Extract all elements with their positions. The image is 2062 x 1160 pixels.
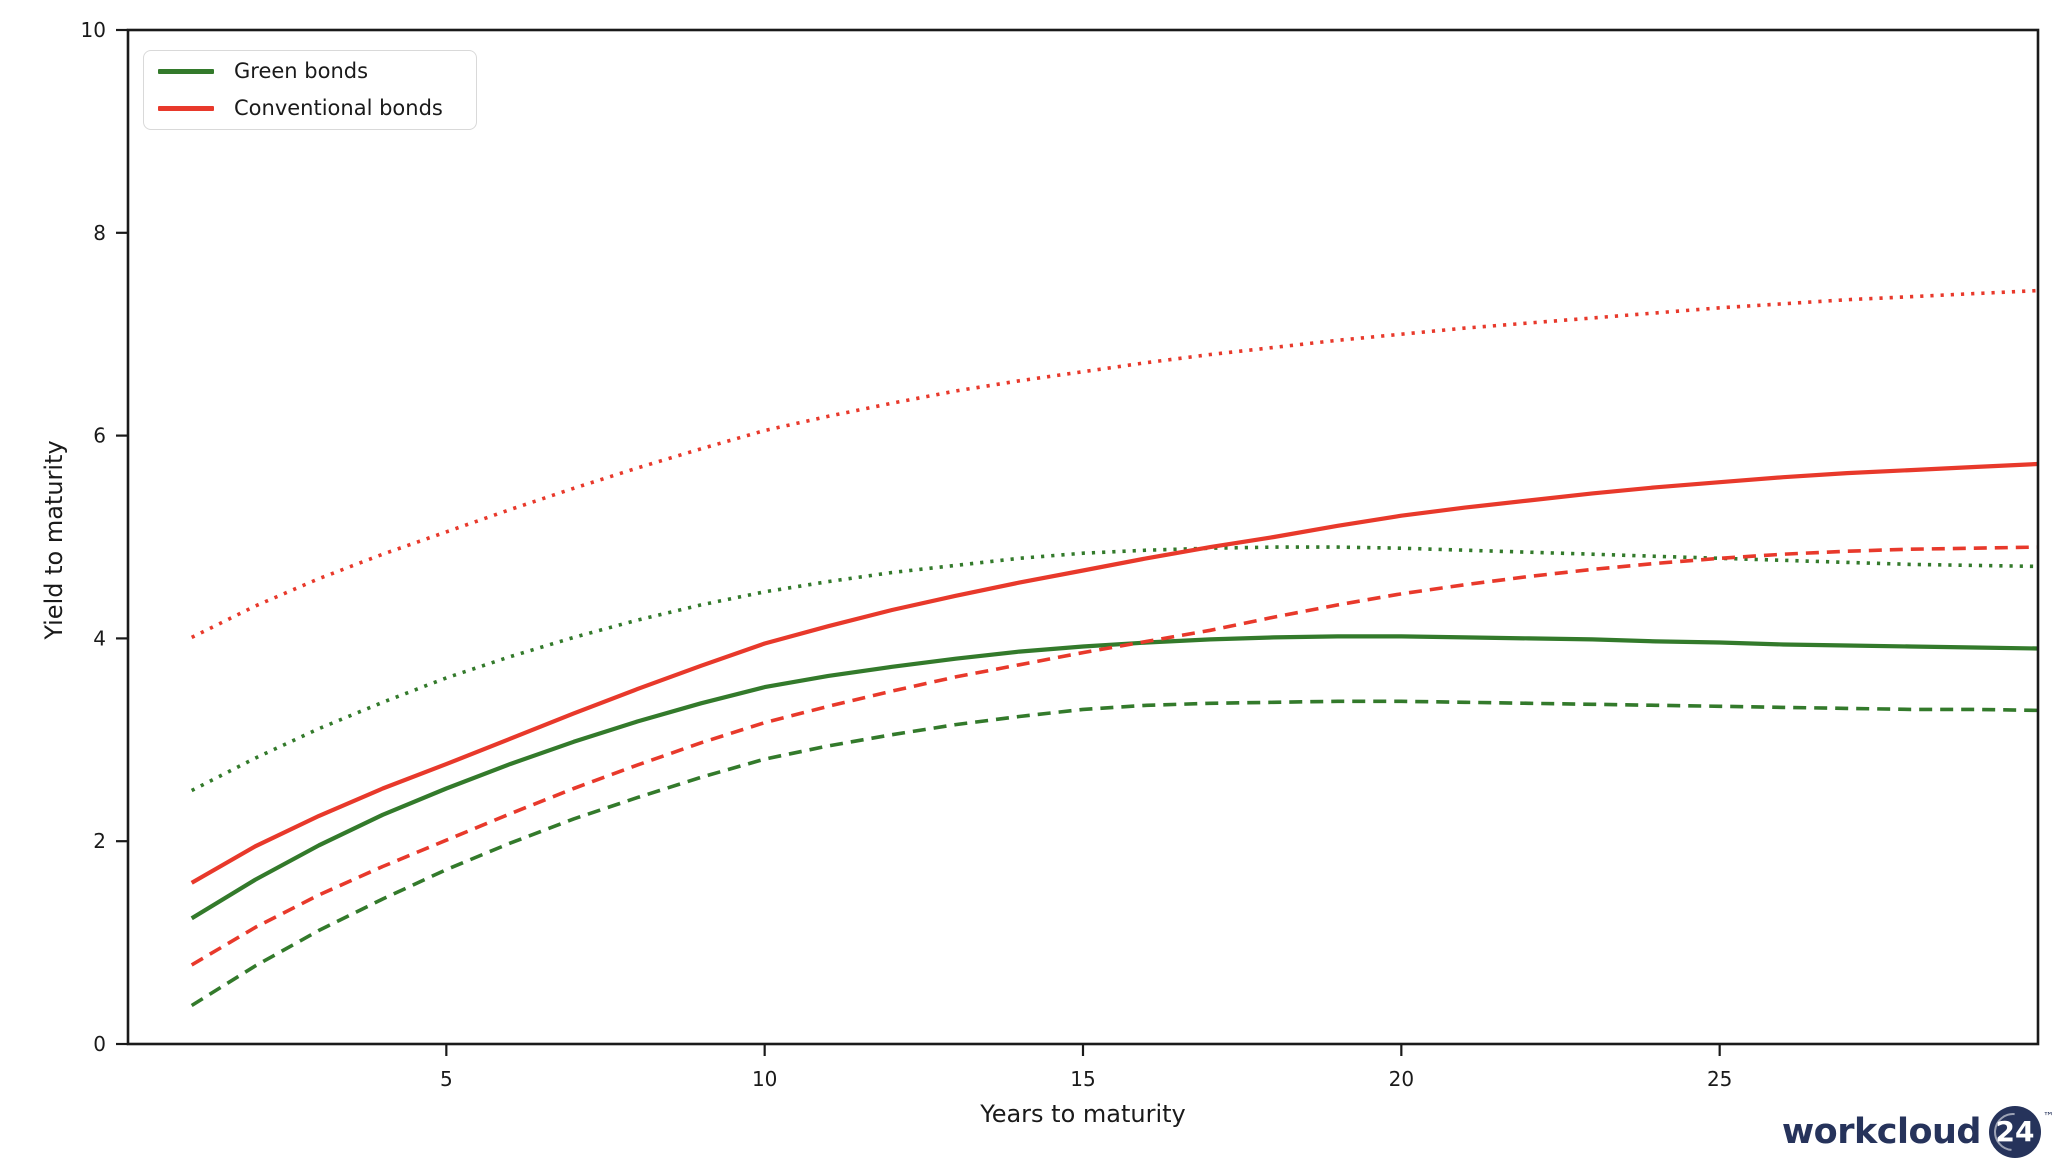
y-axis-tick-label: 4 [93, 626, 106, 650]
series-layer [190, 288, 2039, 1008]
legend-label-conventional-bonds: Conventional bonds [234, 96, 443, 120]
x-axis-tick-label: 20 [1389, 1067, 1414, 1091]
watermark-24-badge-icon: 24 [1989, 1106, 2041, 1158]
x-axis-title: Years to maturity [979, 1100, 1186, 1128]
legend-label-green-bonds: Green bonds [234, 59, 369, 83]
series-line-green-bonds-lower-band [190, 699, 2039, 1008]
x-axis-tick-label: 25 [1707, 1067, 1732, 1091]
x-axis-tick-label: 5 [440, 1067, 453, 1091]
legend-swatch-green [158, 69, 214, 74]
series-line-conventional-bonds-lower-band [190, 545, 2039, 967]
y-axis-tick-label: 0 [93, 1032, 106, 1056]
x-axis-tick-label: 15 [1070, 1067, 1095, 1091]
series-line-conventional-bonds-mean [190, 461, 2039, 885]
watermark-trademark: ™ [2043, 1110, 2054, 1123]
series-line-green-bonds-upper-band [190, 545, 2039, 793]
legend: Green bonds Conventional bonds [143, 50, 477, 130]
y-axis-tick-label: 6 [93, 424, 106, 448]
series-line-conventional-bonds-upper-band [190, 288, 2039, 640]
watermark-badge-number: 24 [1995, 1115, 2035, 1148]
y-axis-tick-label: 8 [93, 221, 106, 245]
y-axis-tick-label: 10 [81, 18, 106, 42]
plot-spines [126, 28, 2040, 1046]
legend-item-conventional-bonds: Conventional bonds [158, 94, 462, 124]
legend-item-green-bonds: Green bonds [158, 57, 462, 87]
watermark-brand-text: workcloud [1781, 1111, 1982, 1152]
legend-swatch-red [158, 106, 214, 111]
y-axis-title: Yield to maturity [40, 440, 68, 640]
watermark-workcloud24: workcloud 24 ™ [1782, 1106, 2054, 1158]
x-axis-tick-label: 10 [752, 1067, 777, 1091]
axes-layer: 5 10 15 20 25 0 2 4 6 8 10 [81, 18, 2040, 1091]
y-axis-tick-label: 2 [93, 829, 106, 853]
series-line-green-bonds-mean [190, 634, 2039, 921]
